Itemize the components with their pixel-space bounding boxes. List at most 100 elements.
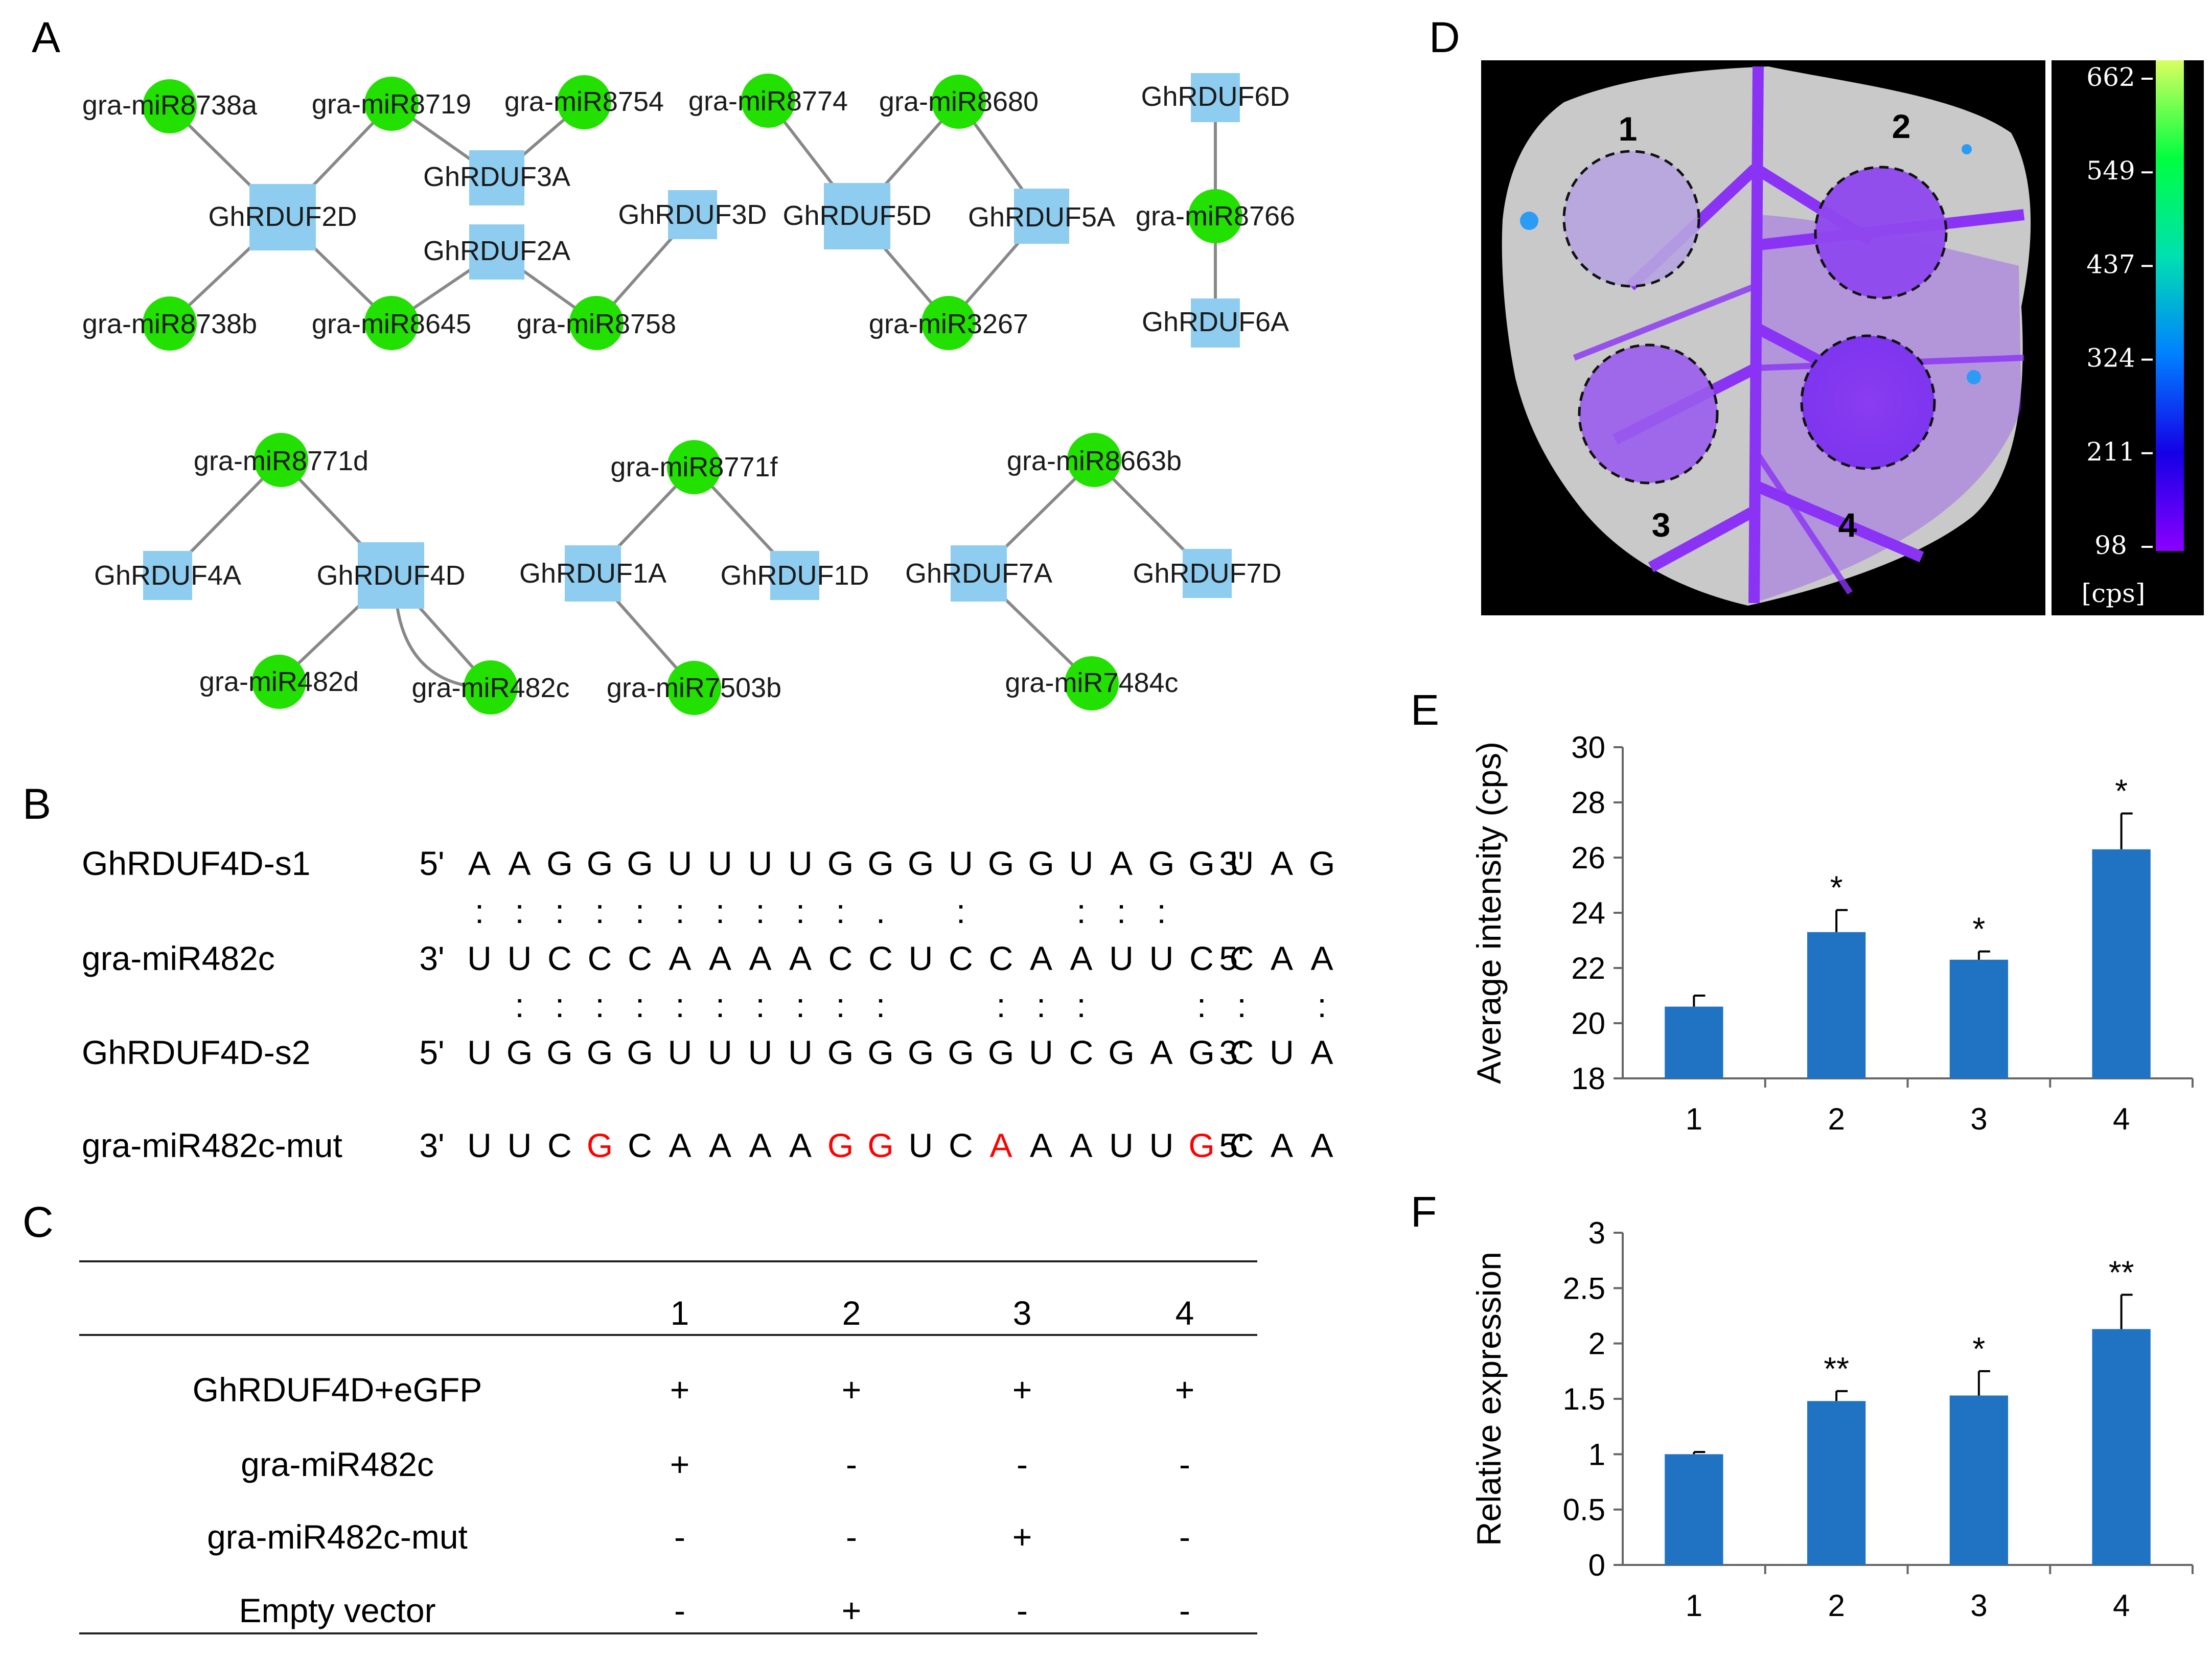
- x-tick-label: 1: [1686, 1588, 1702, 1623]
- y-tick-label: 28: [1571, 786, 1605, 820]
- gene-node-g2D: [249, 184, 316, 250]
- nucleotide: G: [908, 1033, 934, 1071]
- nucleotide: G: [1309, 844, 1335, 882]
- base-pair-mark: :: [716, 986, 725, 1024]
- color-scale-tick-label: 324: [2086, 343, 2135, 373]
- table-cell: +: [842, 1371, 862, 1409]
- base-pair-mark: :: [796, 986, 805, 1024]
- panel-label-c: C: [22, 1198, 54, 1246]
- base-pair-mark: :: [836, 986, 845, 1024]
- bar: [1949, 959, 2009, 1078]
- nucleotide: G: [587, 1033, 613, 1071]
- color-scale-tick-label: 549: [2086, 156, 2135, 186]
- nucleotide: A: [1310, 1126, 1333, 1164]
- nucleotide: C: [949, 1126, 973, 1164]
- nucleotide: A: [1070, 939, 1092, 977]
- panel-label-a: A: [32, 13, 60, 61]
- base-pair-mark: :: [595, 892, 604, 930]
- y-tick-label: 22: [1571, 951, 1605, 985]
- node-label-m8758: gra-miR8758: [517, 309, 676, 339]
- gene-node-g7D: [1183, 549, 1232, 598]
- node-label-g7A: GhRDUF7A: [905, 558, 1052, 589]
- nucleotide: G: [867, 1126, 893, 1164]
- node-label-g5A: GhRDUF5A: [968, 202, 1115, 233]
- significance-marker: *: [1972, 911, 1985, 948]
- alignment-row-name: gra-miR482c-mut: [82, 1126, 342, 1164]
- nucleotide: A: [1271, 844, 1293, 882]
- alignment-end-right: 5': [1219, 939, 1244, 977]
- nucleotide: A: [1030, 1126, 1052, 1164]
- nucleotide: G: [827, 1033, 854, 1071]
- region-label-1: 1: [1619, 110, 1638, 148]
- bright-spot: [1520, 212, 1538, 230]
- alignment-end-left: 5': [419, 1033, 444, 1071]
- base-pair-mark: :: [1076, 986, 1086, 1024]
- nucleotide: G: [867, 844, 893, 882]
- nucleotide: G: [1108, 1033, 1134, 1071]
- nucleotide: G: [546, 1033, 572, 1071]
- node-label-m8680: gra-miR8680: [879, 86, 1039, 117]
- y-tick-label: 18: [1571, 1062, 1605, 1096]
- table-cell: -: [1179, 1518, 1190, 1556]
- x-tick-label: 4: [2113, 1588, 2130, 1623]
- x-tick-label: 2: [1828, 1102, 1845, 1136]
- node-label-g1A: GhRDUF1A: [519, 558, 666, 589]
- x-tick-label: 1: [1686, 1102, 1702, 1136]
- table-cell: +: [670, 1371, 690, 1409]
- y-axis-label: Relative expression: [1470, 1252, 1508, 1546]
- table-cell: -: [674, 1518, 685, 1556]
- base-pair-mark: :: [475, 892, 484, 930]
- nucleotide: G: [988, 844, 1014, 882]
- table-cell: -: [1179, 1592, 1190, 1629]
- base-pair-mark: :: [1237, 986, 1246, 1024]
- panel-label-e: E: [1411, 686, 1439, 734]
- table-cell: -: [846, 1518, 857, 1556]
- mirna-node-m8766: [1188, 189, 1242, 243]
- significance-marker: **: [1824, 1350, 1849, 1387]
- y-tick-label: 1: [1588, 1437, 1605, 1471]
- node-label-m7484c: gra-miR7484c: [1005, 667, 1178, 698]
- table-column-header: 2: [842, 1294, 861, 1332]
- nucleotide: A: [1110, 844, 1133, 882]
- mirna-node-m7503b: [667, 661, 721, 715]
- nucleotide: A: [1271, 1126, 1293, 1164]
- nucleotide: U: [467, 1033, 492, 1071]
- gene-node-g1A: [565, 545, 621, 602]
- nucleotide: A: [669, 939, 691, 977]
- y-tick-label: 24: [1571, 896, 1605, 930]
- table-cell: -: [846, 1445, 857, 1483]
- region-3-signal: [1579, 345, 1717, 483]
- y-axis-label: Average intensity (cps): [1470, 742, 1508, 1084]
- nucleotide: A: [789, 1126, 812, 1164]
- base-pair-mark: :: [876, 986, 885, 1024]
- nucleotide: U: [1149, 1126, 1174, 1164]
- nucleotide: C: [547, 939, 572, 977]
- table-cell: +: [1012, 1371, 1032, 1409]
- nucleotide: A: [989, 1126, 1012, 1164]
- base-pair-mark: :: [755, 986, 765, 1024]
- table-cell: +: [1012, 1518, 1032, 1556]
- nucleotide: A: [1150, 1033, 1172, 1071]
- nucleotide: C: [1189, 939, 1214, 977]
- region-1-circle: [1562, 150, 1700, 288]
- table-cell: +: [842, 1592, 862, 1629]
- node-label-g4D: GhRDUF4D: [316, 560, 465, 591]
- node-label-g2D: GhRDUF2D: [208, 201, 357, 232]
- nucleotide: U: [1069, 844, 1094, 882]
- nucleotide: A: [789, 939, 812, 977]
- gene-node-g4A: [143, 551, 192, 600]
- significance-marker: *: [1830, 869, 1843, 906]
- gene-node-g6A: [1191, 298, 1240, 348]
- nucleotide: A: [1310, 939, 1333, 977]
- nucleotide: G: [506, 1033, 533, 1071]
- node-label-m8766: gra-miR8766: [1136, 201, 1295, 232]
- region-label-2: 2: [1892, 107, 1911, 145]
- nucleotide: U: [909, 1126, 933, 1164]
- nucleotide: U: [708, 844, 732, 882]
- region-label-3: 3: [1652, 506, 1671, 544]
- base-pair-mark: :: [796, 892, 805, 930]
- node-label-m8738a: gra-miR8738a: [82, 90, 258, 121]
- alignment-end-right: 3': [1219, 1033, 1244, 1071]
- nucleotide: G: [627, 1033, 653, 1071]
